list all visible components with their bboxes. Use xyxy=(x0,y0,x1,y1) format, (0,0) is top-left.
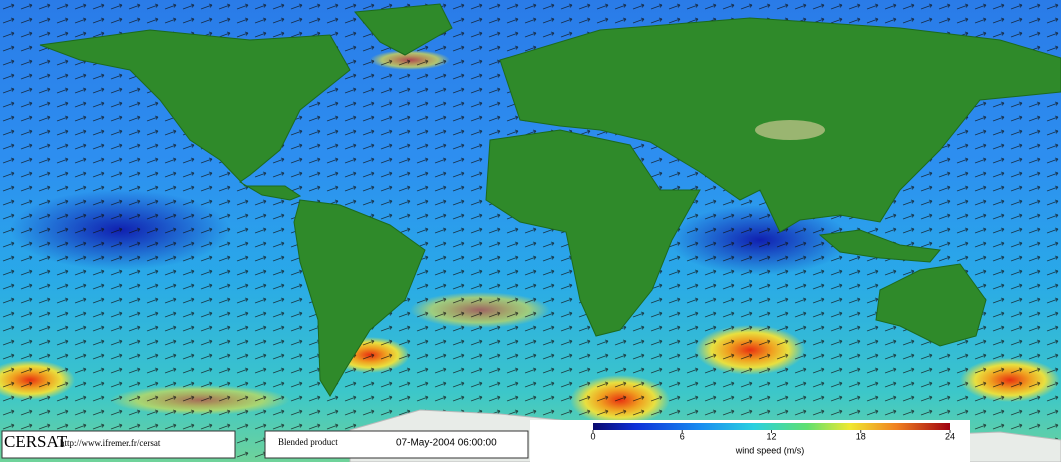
colorbar xyxy=(593,423,950,430)
colorbar-tick-label: 0 xyxy=(590,431,595,441)
date: 07-May-2004 06:00:00 xyxy=(396,438,497,449)
colorbar-tick-label: 18 xyxy=(856,431,866,441)
plateau xyxy=(755,120,825,140)
colorbar-tick-label: 24 xyxy=(945,431,955,441)
url: http://www.ifremer.fr/cersat xyxy=(60,438,161,448)
logo: CERSAT xyxy=(4,432,68,451)
colorbar-label: wind speed (m/s) xyxy=(735,445,805,455)
info-box xyxy=(264,430,529,459)
product: Blended product xyxy=(278,437,338,447)
logo-box xyxy=(1,430,236,459)
colorbar-tick-label: 12 xyxy=(766,431,776,441)
colorbar-tick-label: 6 xyxy=(680,431,685,441)
